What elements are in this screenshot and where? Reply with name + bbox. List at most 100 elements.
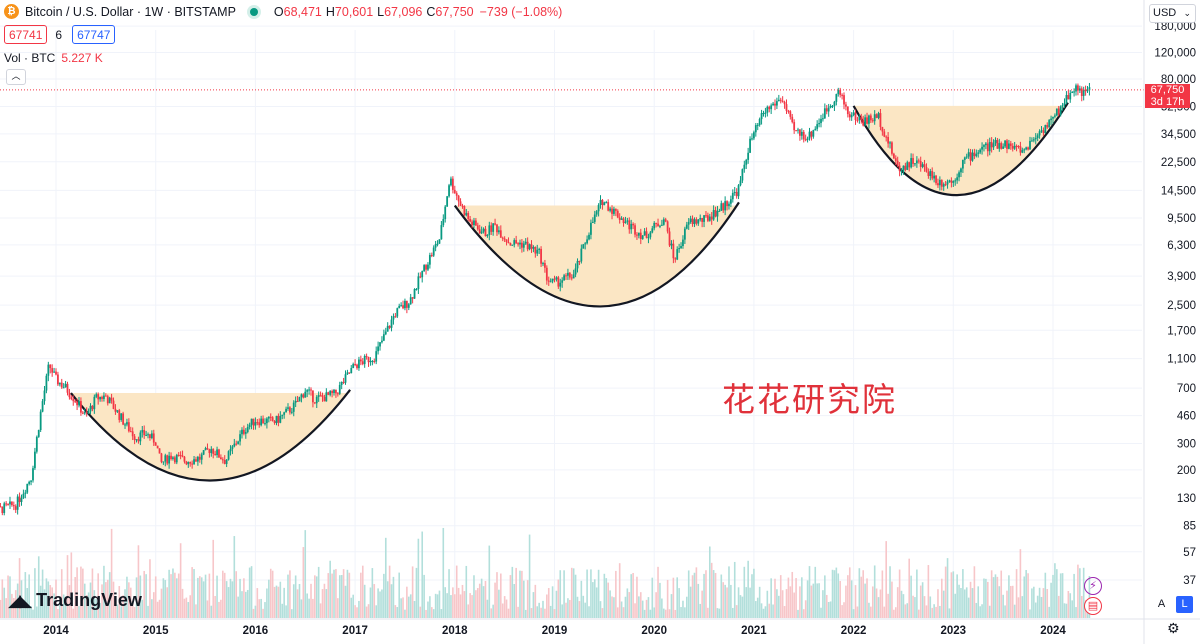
us-flag-icon[interactable]: ▤ bbox=[1084, 597, 1102, 615]
candle-body bbox=[1082, 89, 1085, 96]
candle-body bbox=[850, 115, 853, 118]
x-tick-label: 2020 bbox=[641, 625, 667, 637]
volume-bar bbox=[95, 599, 98, 618]
volume-bar bbox=[1029, 609, 1031, 618]
candle-body bbox=[933, 175, 936, 179]
tradingview-logo[interactable]: ◢◣ TradingView bbox=[8, 590, 142, 611]
volume-bar bbox=[239, 578, 241, 618]
volume-bar bbox=[60, 569, 63, 618]
volume-bar bbox=[760, 603, 763, 618]
candle-body bbox=[975, 153, 978, 157]
symbol-title[interactable]: Bitcoin / U.S. Dollar · 1W · BITSTAMP bbox=[25, 4, 236, 19]
volume-bar bbox=[308, 598, 310, 618]
lightning-icon[interactable]: ⚡ bbox=[1084, 577, 1102, 595]
volume-bar bbox=[791, 571, 794, 618]
volume-bar bbox=[55, 579, 57, 618]
candle-body bbox=[158, 448, 161, 454]
volume-bar bbox=[145, 574, 147, 618]
volume-bar bbox=[1, 579, 4, 618]
candle-body bbox=[647, 237, 650, 239]
volume-bar bbox=[455, 565, 458, 618]
volume-bar bbox=[220, 599, 222, 618]
volume-bar bbox=[43, 589, 46, 618]
volume-bar bbox=[854, 585, 857, 618]
market-status-icon[interactable] bbox=[249, 7, 258, 16]
candle-body bbox=[499, 230, 502, 238]
log-scale-button[interactable]: L bbox=[1176, 596, 1193, 613]
candle-body bbox=[227, 451, 230, 460]
currency-select[interactable]: USD ⌄ bbox=[1149, 4, 1196, 23]
volume-bar bbox=[400, 598, 402, 618]
volume-bar bbox=[569, 599, 571, 618]
volume-bar bbox=[461, 584, 464, 618]
buy-button[interactable]: 67747 bbox=[72, 25, 116, 44]
volume-bar bbox=[494, 582, 496, 618]
candle-body bbox=[129, 431, 132, 433]
candle-body bbox=[799, 129, 801, 136]
candle-body bbox=[396, 308, 399, 317]
volume-bar bbox=[762, 608, 765, 618]
auto-scale-button[interactable]: A bbox=[1153, 596, 1170, 613]
volume-bar bbox=[177, 573, 180, 618]
volume-bar bbox=[632, 572, 634, 618]
volume-bar bbox=[662, 608, 665, 618]
volume-bar bbox=[72, 608, 75, 618]
volume-bar bbox=[948, 608, 951, 618]
volume-bar bbox=[1019, 549, 1022, 618]
candle-body bbox=[996, 140, 999, 149]
candle-body bbox=[827, 107, 830, 112]
volume-bar bbox=[766, 590, 769, 618]
volume-bar bbox=[691, 575, 694, 618]
collapse-legend-button[interactable]: ︿ bbox=[6, 69, 26, 85]
legend-volume[interactable]: Vol · BTC 5.227 K bbox=[4, 51, 103, 65]
candle-body bbox=[179, 455, 182, 457]
candle-body bbox=[398, 305, 401, 309]
volume-bar bbox=[981, 604, 983, 618]
candle-body bbox=[95, 394, 98, 397]
candle-body bbox=[5, 503, 8, 505]
candle-body bbox=[496, 224, 498, 233]
candle-body bbox=[292, 402, 295, 412]
legend-orders: 67741 6 67747 bbox=[4, 25, 116, 44]
volume-bar bbox=[388, 565, 391, 618]
candle-body bbox=[530, 244, 533, 249]
volume-bar bbox=[801, 577, 803, 618]
volume-bar bbox=[649, 609, 652, 618]
volume-bar bbox=[13, 597, 15, 618]
volume-bar bbox=[82, 568, 84, 618]
volume-bar bbox=[62, 594, 65, 618]
candle-body bbox=[871, 120, 874, 122]
volume-bar bbox=[904, 604, 907, 618]
candle-body bbox=[164, 455, 167, 462]
volume-bar bbox=[218, 601, 220, 618]
volume-bar bbox=[866, 578, 868, 618]
candle-body bbox=[1015, 145, 1018, 147]
volume-bar bbox=[467, 604, 470, 618]
volume-bar bbox=[960, 588, 962, 618]
candle-body bbox=[557, 277, 560, 287]
settings-icon[interactable]: ⚙ bbox=[1167, 620, 1180, 636]
volume-bar bbox=[210, 605, 213, 618]
candle-body bbox=[269, 416, 272, 418]
volume-bar bbox=[871, 586, 874, 618]
candle-body bbox=[43, 390, 46, 402]
candle-body bbox=[214, 453, 217, 456]
candle-body bbox=[14, 506, 17, 510]
candle-body bbox=[3, 503, 6, 513]
x-tick-label: 2014 bbox=[43, 625, 69, 637]
candle-body bbox=[106, 396, 109, 404]
volume-bar bbox=[1010, 585, 1012, 618]
candle-body bbox=[76, 401, 78, 406]
candle-body bbox=[680, 245, 682, 249]
candle-body bbox=[175, 454, 178, 463]
sell-button[interactable]: 67741 bbox=[4, 25, 48, 44]
candle-body bbox=[735, 191, 738, 197]
volume-bar bbox=[114, 603, 117, 618]
candle-body bbox=[961, 159, 964, 169]
volume-bar bbox=[170, 574, 172, 618]
volume-bar bbox=[875, 588, 878, 618]
candle-body bbox=[156, 445, 159, 449]
candle-body bbox=[488, 225, 491, 235]
